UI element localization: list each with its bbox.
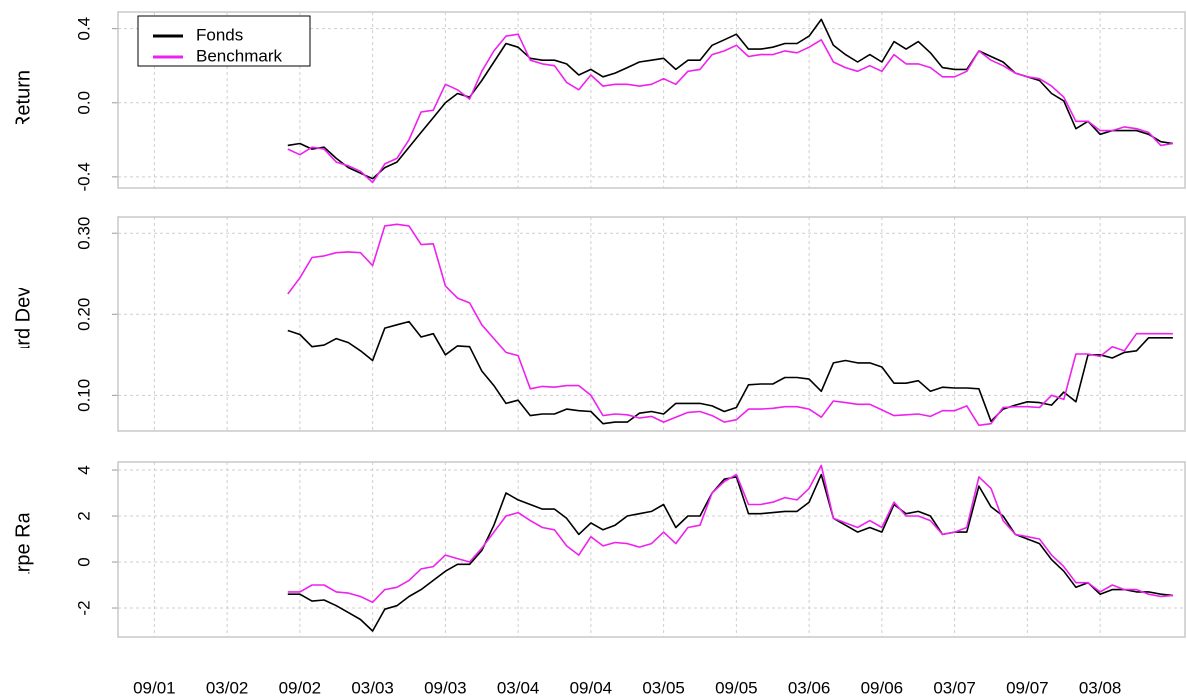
y-tick-label: 0.20: [74, 298, 93, 331]
y-axis-title: Sharpe Ratio: [12, 491, 34, 608]
y-tick-label: 0.4: [74, 17, 93, 41]
y-tick-label: 0: [74, 557, 93, 566]
series-line: [287, 320, 1173, 425]
panel-frame: [117, 216, 1186, 432]
x-tick-label: 03/03: [351, 678, 394, 697]
y-tick-label: 2: [74, 511, 93, 520]
x-tick-label: 03/04: [497, 678, 540, 697]
series-line: [287, 18, 1174, 180]
legend: Fonds Benchmark: [137, 15, 311, 67]
series-line: [287, 223, 1173, 427]
y-tick-label: 0.0: [74, 91, 93, 115]
x-tick-label: 09/07: [1006, 678, 1049, 697]
x-tick-label: 03/07: [933, 678, 976, 697]
series-line: [287, 464, 1173, 604]
x-tick-label: 09/06: [861, 678, 904, 697]
x-tick-label: 03/06: [788, 678, 831, 697]
x-tick-label: 09/04: [570, 678, 613, 697]
x-tick-label: 03/08: [1079, 678, 1122, 697]
x-tick-label: 09/05: [715, 678, 758, 697]
y-tick-label: 4: [74, 465, 93, 474]
x-tick-label: 09/01: [133, 678, 176, 697]
panel-frame: [117, 11, 1186, 189]
y-tick-label: -2: [74, 600, 93, 615]
x-tick-label: 03/02: [206, 678, 249, 697]
x-tick-label: 09/02: [279, 678, 322, 697]
y-axis-title: Return: [12, 70, 34, 130]
x-tick-label: 03/05: [642, 678, 685, 697]
series-line: [287, 33, 1174, 184]
legend-label: Fonds: [196, 25, 243, 44]
y-axis-title: Standard Deviation: [12, 239, 34, 409]
x-tick-label: 09/03: [424, 678, 467, 697]
y-tick-label: 0.30: [74, 217, 93, 250]
legend-box: [137, 15, 311, 67]
y-tick-label: -0.4: [74, 162, 93, 191]
y-tick-label: 0.10: [74, 379, 93, 412]
panel-frame: [117, 461, 1186, 638]
legend-label: Benchmark: [196, 46, 282, 65]
